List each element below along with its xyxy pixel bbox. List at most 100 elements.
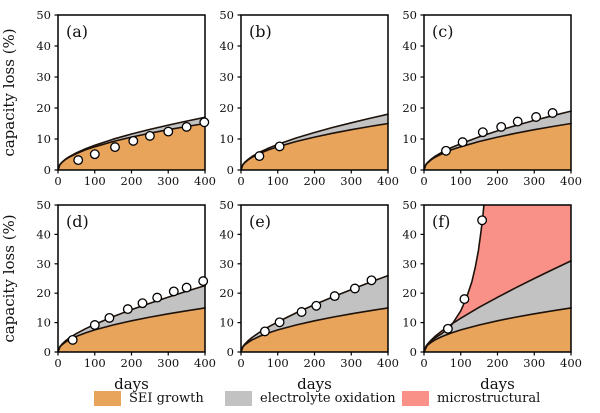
y-tick-label: 20: [219, 286, 234, 300]
x-tick-label: 0: [420, 356, 427, 370]
electrolyte-oxidation-area: [241, 114, 388, 170]
y-tick-label: 50: [36, 8, 51, 22]
x-tick-label: 100: [267, 356, 289, 370]
y-tick-label: 40: [219, 39, 234, 53]
x-tick-label: 200: [121, 174, 143, 188]
y-tick-label: 40: [36, 227, 51, 241]
data-point: [163, 126, 174, 137]
data-point: [199, 117, 210, 128]
microstructural-swatch: [402, 391, 429, 406]
x-tick-label: 100: [84, 174, 106, 188]
x-axis-label: days: [297, 375, 332, 393]
y-tick-label: 30: [219, 257, 234, 271]
panel-letter: (f): [432, 212, 450, 231]
oxidation-top-curve: [240, 274, 389, 353]
y-tick-label: 40: [402, 39, 417, 53]
legend-item-electrolyte-oxidation: electrolyte oxidation: [225, 391, 396, 406]
legend-label-microstructural: microstructural: [437, 391, 541, 406]
subplot-b: 0 100 200 300 400 0 10 20 30 40 50 (b): [219, 8, 399, 188]
y-tick-label: 50: [36, 198, 51, 212]
y-tick-label: 10: [36, 316, 51, 330]
x-tick-label: 100: [267, 174, 289, 188]
x-tick-label: 200: [304, 174, 326, 188]
data-point: [168, 286, 179, 297]
y-tick-label: 50: [402, 198, 417, 212]
data-point: [366, 275, 377, 286]
data-point: [274, 317, 285, 328]
x-axis-label: days: [114, 375, 149, 393]
data-point: [531, 112, 542, 122]
x-tick-label: 100: [84, 356, 106, 370]
sei-growth-swatch: [94, 391, 121, 406]
panel-letter: (d): [66, 212, 89, 231]
y-tick-label: 20: [219, 101, 234, 115]
subplot-c: 0 100 200 300 400 0 10 20 30 40 50 (c): [402, 8, 582, 188]
data-point: [512, 116, 523, 127]
data-point: [547, 108, 558, 118]
data-point: [459, 294, 470, 305]
panel-letter: (c): [432, 22, 453, 41]
electrolyte-oxidation-swatch: [225, 391, 252, 406]
y-tick-label: 40: [219, 227, 234, 241]
legend: SEI growth electrolyte oxidation microst…: [0, 386, 600, 413]
x-tick-label: 300: [157, 174, 179, 188]
data-point: [311, 300, 322, 311]
oxidation-top-curve: [423, 110, 572, 171]
x-tick-label: 300: [340, 356, 362, 370]
data-point: [198, 276, 209, 287]
electrolyte-oxidation-area: [241, 275, 388, 352]
data-point: [181, 121, 192, 132]
x-tick-label: 200: [487, 174, 509, 188]
subplot-a: 0 100 200 300 400 0 10 20 30 40 50 (a) capacity loss…: [0, 8, 216, 188]
data-point: [457, 137, 468, 148]
sei-growth-area: [58, 307, 205, 352]
oxidation-top-curve: [57, 116, 206, 171]
y-tick-label: 50: [402, 8, 417, 22]
x-tick-label: 400: [377, 174, 399, 188]
sei-growth-area: [241, 307, 388, 352]
y-tick-label: 0: [227, 345, 234, 359]
data-point: [296, 307, 307, 317]
data-point: [144, 130, 155, 141]
data-point: [128, 135, 139, 146]
panel-letter: (e): [249, 212, 271, 231]
data-point: [152, 292, 163, 303]
y-tick-label: 50: [219, 8, 234, 22]
subplot-e: 0 100 200 300 400 0 10 20 30 40 50 (e) days: [219, 198, 399, 393]
x-tick-label: 0: [54, 356, 61, 370]
y-tick-label: 0: [44, 163, 51, 177]
y-tick-label: 20: [402, 286, 417, 300]
data-point: [442, 323, 453, 334]
data-point: [122, 304, 133, 315]
x-tick-label: 0: [237, 174, 244, 188]
y-tick-label: 10: [402, 132, 417, 146]
electrolyte-oxidation-area: [424, 111, 571, 170]
electrolyte-oxidation-area: [58, 117, 205, 170]
data-point: [477, 215, 488, 226]
y-tick-label: 30: [36, 257, 51, 271]
data-point: [274, 141, 285, 152]
x-tick-label: 300: [340, 174, 362, 188]
y-tick-label: 20: [36, 286, 51, 300]
sei-growth-area: [424, 307, 571, 352]
data-point: [67, 334, 78, 345]
legend-label-electrolyte-oxidation: electrolyte oxidation: [260, 391, 396, 406]
panel-letter: (a): [66, 22, 88, 41]
y-tick-label: 50: [219, 198, 234, 212]
data-point: [137, 298, 148, 309]
x-tick-label: 200: [121, 356, 143, 370]
y-tick-label: 20: [36, 101, 51, 115]
x-tick-label: 400: [560, 356, 582, 370]
data-point: [259, 326, 270, 337]
y-tick-label: 40: [36, 39, 51, 53]
x-tick-label: 0: [54, 174, 61, 188]
x-tick-label: 400: [194, 356, 216, 370]
data-point: [89, 149, 100, 160]
y-tick-label: 10: [219, 132, 234, 146]
sei-growth-area: [241, 123, 388, 170]
y-tick-label: 40: [402, 227, 417, 241]
data-point: [329, 291, 340, 302]
data-point: [496, 121, 507, 132]
data-point: [254, 151, 265, 162]
